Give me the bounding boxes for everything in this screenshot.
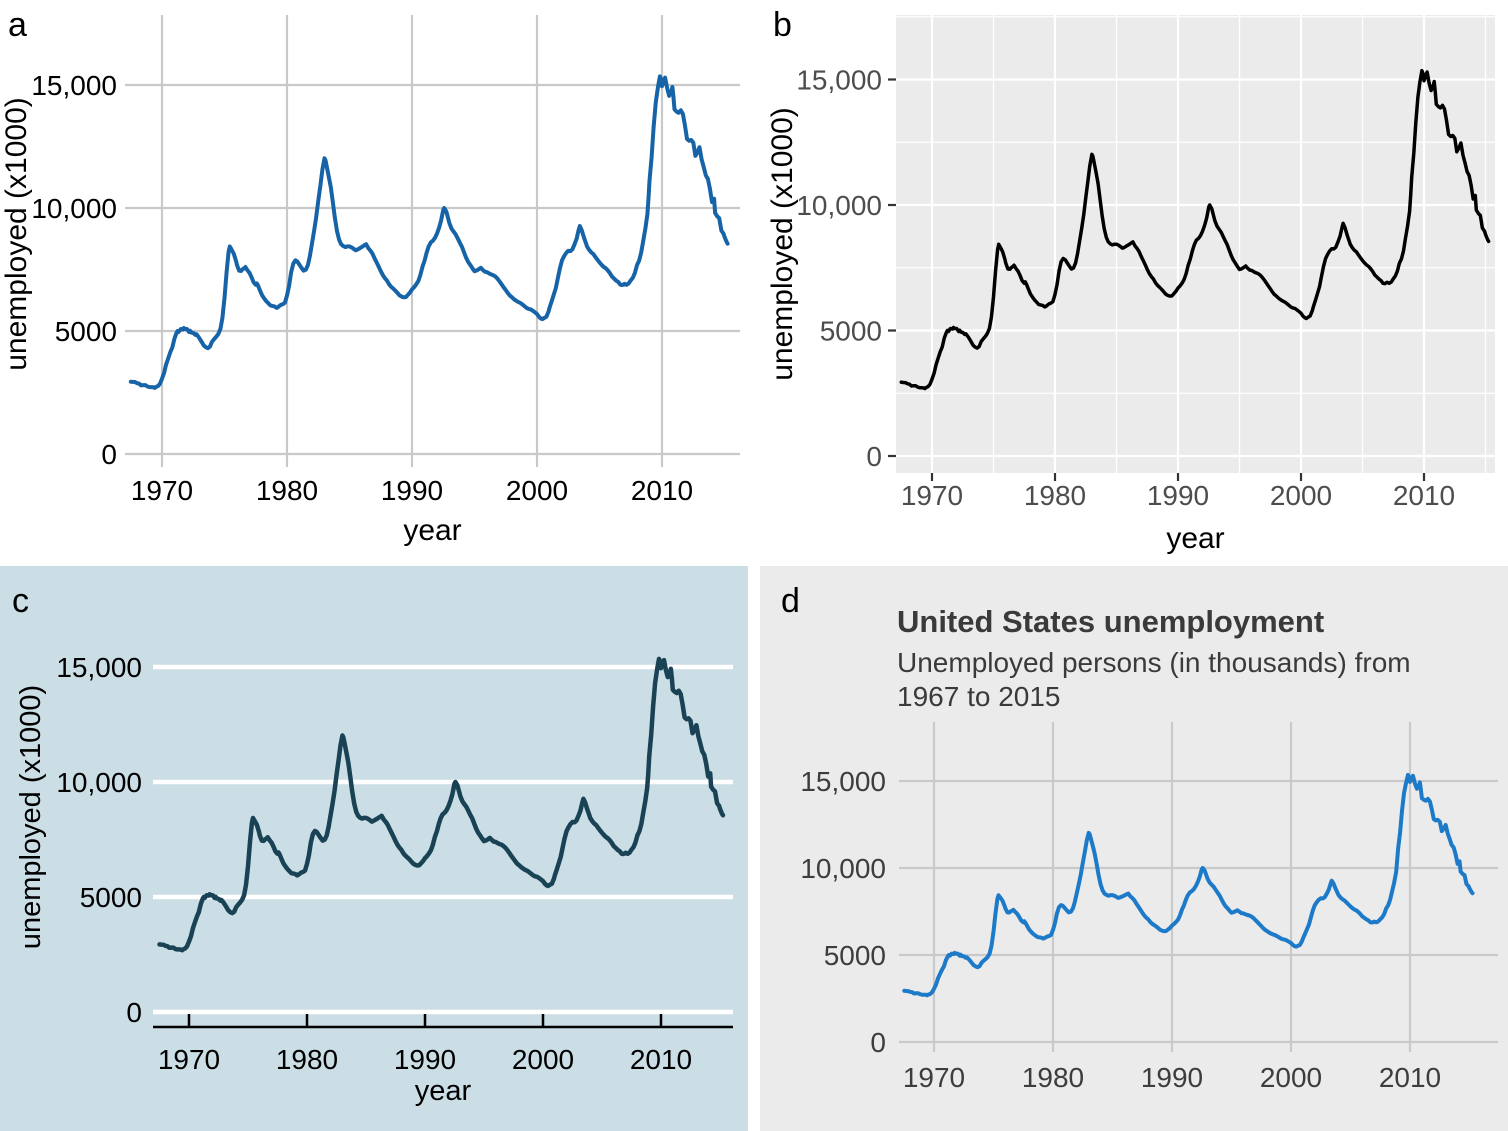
- y-axis-title: unemployed (x1000): [15, 685, 47, 949]
- y-tick-label: 0: [870, 1027, 886, 1058]
- line-series-unemployment: [899, 68, 1491, 391]
- y-tick-label: 0: [866, 441, 882, 472]
- x-tick-label: 1990: [1141, 1062, 1203, 1093]
- y-tick-label: 0: [101, 439, 117, 470]
- panel-background: [760, 566, 1508, 1131]
- x-axis-title: year: [403, 514, 461, 547]
- panel-label-a: a: [8, 6, 27, 44]
- panel-label-d: d: [781, 582, 800, 620]
- line-series-unemployment: [902, 772, 1475, 998]
- y-tick-label: 0: [126, 997, 142, 1028]
- x-axis-title: year: [1166, 522, 1224, 555]
- x-tick-label: 1970: [901, 480, 963, 511]
- y-tick-label: 15,000: [31, 70, 117, 101]
- panel-background: [0, 566, 748, 1131]
- x-tick-label: 1980: [276, 1044, 338, 1075]
- x-tick-label: 2010: [631, 475, 693, 506]
- y-tick-label: 15,000: [56, 652, 142, 683]
- y-tick-label: 5000: [824, 940, 886, 971]
- chart-a: 0 5000 10,000 15,000 1970 1980 1990 2000 2010 yea…: [0, 0, 754, 565]
- panel-b-ggplot-gray-chart: 0 5000 10,000 15,000 1970 1980 1990 2000 2010 yea…: [754, 0, 1508, 565]
- y-tick-label: 5000: [80, 882, 142, 913]
- y-tick-label: 5000: [820, 316, 882, 347]
- x-tick-label: 2000: [506, 475, 568, 506]
- panel-label-b: b: [773, 6, 792, 44]
- x-tick-label: 2010: [630, 1044, 692, 1075]
- x-tick-label: 1970: [903, 1062, 965, 1093]
- x-tick-label: 1990: [1147, 480, 1209, 511]
- line-series-unemployment: [157, 656, 726, 953]
- y-tick-label: 10,000: [796, 190, 882, 221]
- x-tick-label: 2010: [1393, 480, 1455, 511]
- y-tick-label: 5000: [55, 316, 117, 347]
- x-tick-label: 1970: [158, 1044, 220, 1075]
- x-tick-label: 1970: [131, 475, 193, 506]
- y-tick-label: 10,000: [800, 853, 886, 884]
- panel-c-lightblue-chart: 0 5000 10,000 15,000 1970 1980 1990 2000 2010 yea…: [0, 566, 748, 1131]
- x-tick-label: 2000: [1270, 480, 1332, 511]
- x-axis-title: year: [415, 1075, 472, 1107]
- chart-b: 0 5000 10,000 15,000 1970 1980 1990 2000 2010 yea…: [754, 0, 1508, 565]
- y-tick-label: 15,000: [796, 65, 882, 96]
- x-tick-label: 1990: [381, 475, 443, 506]
- chart-subtitle: Unemployed persons (in thousands) from 1…: [897, 647, 1411, 712]
- x-tick-label: 2000: [512, 1044, 574, 1075]
- x-tick-label: 1980: [256, 475, 318, 506]
- panel-label-c: c: [12, 582, 29, 620]
- line-series-unemployment: [128, 74, 730, 390]
- x-tick-label: 2000: [1260, 1062, 1322, 1093]
- chart-title: United States unemployment: [897, 604, 1325, 639]
- x-tick-label: 1990: [394, 1044, 456, 1075]
- y-tick-label: 10,000: [31, 193, 117, 224]
- chart-c: 0 5000 10,000 15,000 1970 1980 1990 2000 2010 yea…: [0, 566, 748, 1131]
- panel-a-matplotlib-style-chart: 0 5000 10,000 15,000 1970 1980 1990 2000 2010 yea…: [0, 0, 754, 565]
- panel-d-titled-chart: 0 5000 10,000 15,000 1970 1980 1990 2000 2010 d …: [760, 566, 1508, 1131]
- y-tick-label: 15,000: [800, 766, 886, 797]
- y-axis-title: unemployed (x1000): [0, 97, 33, 371]
- chart-d: 0 5000 10,000 15,000 1970 1980 1990 2000 2010: [760, 566, 1508, 1131]
- y-axis-title: unemployed (x1000): [766, 107, 799, 381]
- y-tick-label: 10,000: [56, 767, 142, 798]
- x-tick-label: 2010: [1379, 1062, 1441, 1093]
- x-tick-label: 1980: [1024, 480, 1086, 511]
- x-tick-label: 1980: [1022, 1062, 1084, 1093]
